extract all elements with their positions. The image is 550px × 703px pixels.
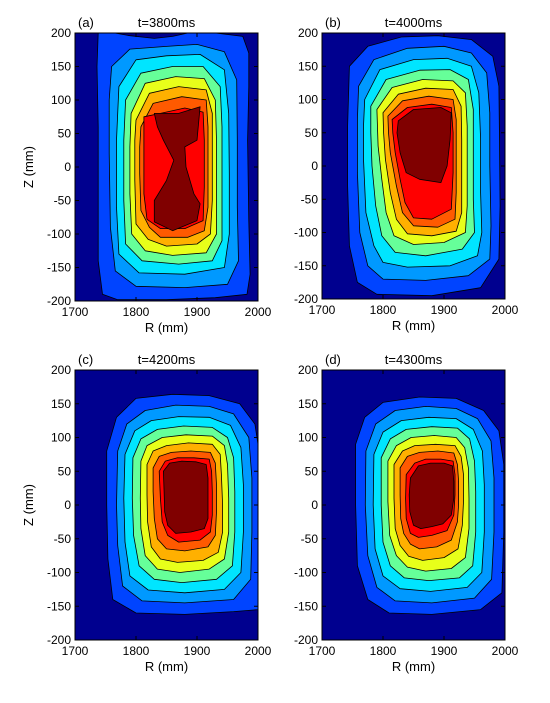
panel-2-y-tick-label-3: 50 <box>305 126 319 140</box>
panel-2-x-tick-label-1: 1800 <box>370 303 397 317</box>
panel-1: 1700 1800 1900 2000 200 150 100 50 0 -50 -100 -150 -… <box>21 15 272 335</box>
panel-4-x-axis-label: R (mm) <box>392 659 435 674</box>
panel-4-y-tick-label-8: -200 <box>294 633 318 647</box>
panel-1-x-tick-label-0: 1700 <box>62 305 89 319</box>
panel-2-x-tick-label-3: 2000 <box>492 303 519 317</box>
panel-3-x-tick-label-2: 1900 <box>184 644 211 658</box>
panel-3-x-tick-label-3: 2000 <box>245 644 272 658</box>
panel-3-y-tick-label-1: 150 <box>51 397 71 411</box>
panel-4: 1700 1800 1900 2000 200 150 100 50 0 -50 -100 -150 -… <box>294 352 519 674</box>
panel-2-title: t=4000ms <box>385 15 443 30</box>
panel-1-y-tick-label-3: 50 <box>58 127 72 141</box>
panel-4-y-tick-label-1: 150 <box>298 397 318 411</box>
panel-1-y-tick-label-6: -100 <box>47 227 71 241</box>
panel-1-plot <box>75 33 258 301</box>
panel-3-y-tick-label-5: -50 <box>54 532 72 546</box>
panel-1-y-tick-label-2: 100 <box>51 93 71 107</box>
panel-2-plot <box>322 33 505 299</box>
panel-3-y-tick-label-7: -150 <box>47 599 71 613</box>
panel-4-tag: (d) <box>325 352 341 367</box>
panel-1-y-tick-label-7: -150 <box>47 261 71 275</box>
panel-3-y-tick-label-3: 50 <box>58 464 72 478</box>
panel-3-y-tick-label-2: 100 <box>51 431 71 445</box>
panel-4-y-tick-label-6: -100 <box>294 566 318 580</box>
panel-2-y-tick-label-8: -200 <box>294 292 318 306</box>
panel-4-plot <box>322 370 505 640</box>
panel-3-plot <box>75 370 258 640</box>
panel-4-contour-level-9 <box>408 462 455 529</box>
panel-2-x-tick-label-2: 1900 <box>431 303 458 317</box>
panel-4-x-tick-label-3: 2000 <box>492 644 519 658</box>
panel-2-x-axis-label: R (mm) <box>392 318 435 333</box>
panel-3-y-tick-label-6: -100 <box>47 566 71 580</box>
panel-3: 1700 1800 1900 2000 200 150 100 50 0 -50 -100 -150 -… <box>21 352 272 674</box>
panel-3-x-tick-label-0: 1700 <box>62 644 89 658</box>
panel-1-x-tick-label-3: 2000 <box>245 305 272 319</box>
panel-3-x-axis-label: R (mm) <box>145 659 188 674</box>
panel-2-y-tick-label-0: 200 <box>298 26 318 40</box>
panel-2-y-tick-label-1: 150 <box>298 59 318 73</box>
panel-1-x-tick-label-1: 1800 <box>123 305 150 319</box>
panel-3-y-tick-label-8: -200 <box>47 633 71 647</box>
panel-1-y-tick-label-0: 200 <box>51 26 71 40</box>
panel-3-contour-level-9 <box>162 460 209 534</box>
panel-3-x-tick-label-1: 1800 <box>123 644 150 658</box>
panel-2-y-tick-label-5: -50 <box>301 192 319 206</box>
panel-4-x-tick-label-0: 1700 <box>309 644 336 658</box>
panel-1-y-tick-label-4: 0 <box>64 160 71 174</box>
panel-4-y-tick-label-2: 100 <box>298 431 318 445</box>
panel-3-y-tick-label-4: 0 <box>64 498 71 512</box>
panel-1-y-axis-label: Z (mm) <box>21 146 36 188</box>
panel-2-y-tick-label-2: 100 <box>298 93 318 107</box>
panel-3-tag: (c) <box>78 352 93 367</box>
panel-2-tag: (b) <box>325 15 341 30</box>
panel-3-y-axis-label: Z (mm) <box>21 484 36 526</box>
panel-1-contour-level-9 <box>153 106 201 232</box>
panel-1-tag: (a) <box>78 15 94 30</box>
panel-4-x-tick-label-2: 1900 <box>431 644 458 658</box>
panel-2-y-tick-label-7: -150 <box>294 259 318 273</box>
panel-1-x-axis-label: R (mm) <box>145 320 188 335</box>
panel-1-y-tick-label-5: -50 <box>54 194 72 208</box>
panel-4-y-tick-label-7: -150 <box>294 599 318 613</box>
panel-2-y-tick-label-4: 0 <box>311 159 318 173</box>
panel-1-title: t=3800ms <box>138 15 196 30</box>
panel-1-x-tick-label-2: 1900 <box>184 305 211 319</box>
panel-2-contour-level-9 <box>396 107 452 184</box>
panel-4-y-tick-label-3: 50 <box>305 464 319 478</box>
panel-2-x-tick-label-0: 1700 <box>309 303 336 317</box>
panel-2: 1700 1800 1900 2000 200 150 100 50 0 -50 -100 -150 -… <box>294 15 519 333</box>
panel-4-x-tick-label-1: 1800 <box>370 644 397 658</box>
panel-1-y-tick-label-1: 150 <box>51 60 71 74</box>
panel-1-y-tick-label-8: -200 <box>47 294 71 308</box>
panel-3-y-tick-label-0: 200 <box>51 363 71 377</box>
panel-4-title: t=4300ms <box>385 352 443 367</box>
panel-4-y-tick-label-5: -50 <box>301 532 319 546</box>
panel-2-y-tick-label-6: -100 <box>294 226 318 240</box>
panel-4-y-tick-label-0: 200 <box>298 363 318 377</box>
panel-3-title: t=4200ms <box>138 352 196 367</box>
panel-4-y-tick-label-4: 0 <box>311 498 318 512</box>
